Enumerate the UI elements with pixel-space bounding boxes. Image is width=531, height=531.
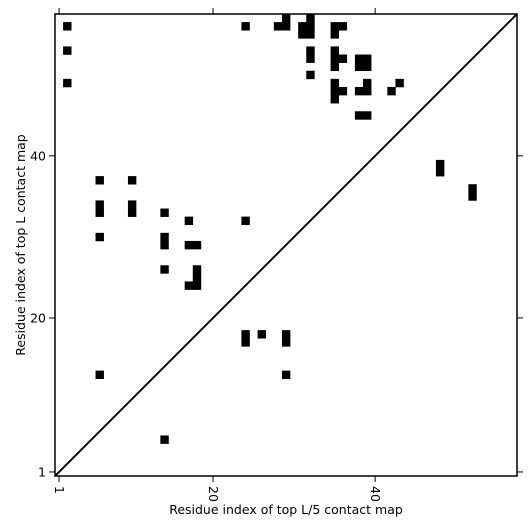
contact-cell-upper xyxy=(330,54,339,63)
contact-cell-lower xyxy=(281,370,291,380)
contact-cell-lower xyxy=(184,216,194,226)
contact-cell-upper xyxy=(273,22,283,31)
y-tick-label: 1 xyxy=(38,464,46,479)
contact-cell-upper xyxy=(330,22,339,31)
contact-cell-lower xyxy=(95,232,104,242)
contact-cell-lower xyxy=(160,435,169,444)
contact-cell-lower xyxy=(95,200,104,209)
contact-cell-lower xyxy=(435,159,445,169)
contact-cell-upper xyxy=(306,30,315,39)
contact-cell-lower xyxy=(63,22,72,31)
contact-cell-lower xyxy=(160,232,169,242)
contact-cell-lower xyxy=(281,330,291,339)
contact-cell-lower xyxy=(184,281,194,290)
contact-cell-lower xyxy=(95,370,104,380)
contact-cell-lower xyxy=(95,208,104,217)
contact-cell-upper xyxy=(306,54,315,63)
contact-cell-lower xyxy=(192,281,202,290)
contact-cell-upper xyxy=(241,22,250,31)
contact-cell-lower xyxy=(127,208,137,217)
contact-cell-lower xyxy=(257,330,267,339)
contact-cell-upper xyxy=(306,70,315,80)
x-axis-label: Residue index of top L/5 contact map xyxy=(169,502,403,517)
contact-cell-lower xyxy=(435,168,445,177)
contact-cell-upper xyxy=(354,86,364,96)
contact-cell-lower xyxy=(241,216,250,226)
x-tick-label: 40 xyxy=(368,486,383,502)
contact-cell-lower xyxy=(63,46,72,55)
contact-cell-upper xyxy=(330,62,339,72)
contact-cell-upper xyxy=(330,86,339,96)
contact-cell-upper xyxy=(281,14,291,23)
contact-cell-upper xyxy=(354,62,364,72)
contact-cell-upper xyxy=(330,78,339,88)
contact-cell-upper xyxy=(395,78,404,88)
contact-cell-lower xyxy=(160,240,169,250)
contact-cell-lower xyxy=(468,192,477,201)
contact-cell-upper xyxy=(330,46,339,55)
contact-cell-lower xyxy=(184,240,194,250)
contact-cell-upper xyxy=(281,22,291,31)
y-tick-label: 40 xyxy=(30,148,46,163)
contact-cell-upper xyxy=(363,86,372,96)
contact-cell-lower xyxy=(281,338,291,347)
contact-cell-upper xyxy=(330,30,339,39)
contact-cell-upper xyxy=(306,14,315,23)
diagonal-line xyxy=(54,13,518,477)
contact-cell-lower xyxy=(192,240,202,250)
contact-cell-upper xyxy=(338,22,348,31)
contact-cell-lower xyxy=(127,176,137,185)
x-tick-label: 1 xyxy=(52,486,67,494)
contact-cell-upper xyxy=(354,111,364,120)
contact-cell-lower xyxy=(241,338,250,347)
contact-cell-lower xyxy=(192,273,202,282)
contact-cell-upper xyxy=(387,86,396,96)
contact-cell-lower xyxy=(95,176,104,185)
contact-cell-upper xyxy=(298,30,307,39)
y-tick-label: 20 xyxy=(30,310,46,325)
contact-cell-upper xyxy=(363,62,372,72)
contact-cell-lower xyxy=(127,200,137,209)
contact-cell-upper xyxy=(363,78,372,88)
contact-cell-lower xyxy=(160,265,169,274)
contact-cell-lower xyxy=(192,265,202,274)
axis-ticks: 1 20 40 1 20 40 xyxy=(30,8,523,502)
contact-cell-lower xyxy=(160,208,169,217)
contact-cells xyxy=(63,14,477,444)
contact-cell-lower xyxy=(63,78,72,88)
contact-cell-upper xyxy=(338,86,348,96)
contact-cell-upper xyxy=(330,95,339,104)
contact-cell-upper xyxy=(298,22,307,31)
y-axis-label: Residue index of top L contact map xyxy=(13,134,28,355)
contact-cell-lower xyxy=(468,184,477,193)
contact-cell-upper xyxy=(306,46,315,55)
contact-cell-upper xyxy=(354,54,364,63)
x-tick-label: 20 xyxy=(206,486,221,502)
contact-cell-lower xyxy=(241,330,250,339)
contact-cell-upper xyxy=(363,54,372,63)
contact-cell-upper xyxy=(338,54,348,63)
contact-cell-upper xyxy=(363,111,372,120)
plot-frame xyxy=(54,13,518,477)
contact-cell-upper xyxy=(306,22,315,31)
